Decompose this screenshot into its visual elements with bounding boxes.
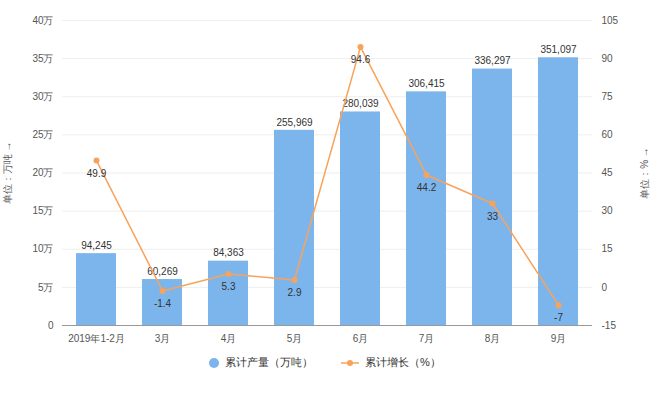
svg-text:4月: 4月 xyxy=(221,333,237,344)
svg-text:单位：% →: 单位：% → xyxy=(639,147,650,199)
svg-text:30: 30 xyxy=(602,205,614,216)
svg-text:35万: 35万 xyxy=(32,53,53,64)
svg-text:45: 45 xyxy=(602,167,614,178)
svg-text:351,097: 351,097 xyxy=(540,44,577,55)
svg-text:94,245: 94,245 xyxy=(81,240,112,251)
html-text:累计产量（万吨）: 累计产量（万吨） xyxy=(225,356,314,368)
svg-text:5.3: 5.3 xyxy=(222,281,236,292)
svg-text:15万: 15万 xyxy=(32,205,53,216)
svg-text:49.9: 49.9 xyxy=(87,168,107,179)
svg-text:0: 0 xyxy=(48,320,54,331)
svg-text:单位：万吨 →: 单位：万吨 → xyxy=(2,142,13,205)
svg-text:75: 75 xyxy=(602,91,614,102)
svg-text:5月: 5月 xyxy=(287,333,303,344)
svg-text:280,039: 280,039 xyxy=(342,98,379,109)
svg-text:30万: 30万 xyxy=(32,91,53,102)
svg-text:10万: 10万 xyxy=(32,243,53,254)
svg-text:33: 33 xyxy=(487,211,499,222)
svg-text:0: 0 xyxy=(602,282,608,293)
svg-text:3月: 3月 xyxy=(155,333,171,344)
svg-text:40万: 40万 xyxy=(32,15,53,26)
svg-text:7月: 7月 xyxy=(419,333,435,344)
svg-text:336,297: 336,297 xyxy=(474,55,511,66)
svg-text:8月: 8月 xyxy=(485,333,501,344)
svg-text:306,415: 306,415 xyxy=(408,78,445,89)
svg-text:2019年1-2月: 2019年1-2月 xyxy=(68,333,125,344)
svg-text:255,969: 255,969 xyxy=(276,117,313,128)
svg-text:6月: 6月 xyxy=(353,333,369,344)
svg-text:60,269: 60,269 xyxy=(147,265,178,277)
svg-text:90: 90 xyxy=(602,53,614,64)
svg-text:25万: 25万 xyxy=(32,129,53,140)
svg-text:2.9: 2.9 xyxy=(288,287,302,298)
svg-text:44.2: 44.2 xyxy=(417,182,437,193)
svg-text:94.6: 94.6 xyxy=(351,54,371,65)
html-text:累计增长（%）: 累计增长（%） xyxy=(365,356,441,368)
svg-text:9月: 9月 xyxy=(551,333,567,344)
svg-text:60: 60 xyxy=(602,129,614,140)
svg-text:-15: -15 xyxy=(602,320,617,331)
svg-text:-1.4: -1.4 xyxy=(154,298,172,309)
svg-text:15: 15 xyxy=(602,243,614,254)
svg-text:-7: -7 xyxy=(554,312,563,323)
svg-text:84,363: 84,363 xyxy=(213,247,244,258)
svg-text:5万: 5万 xyxy=(38,282,54,293)
svg-text:105: 105 xyxy=(602,15,619,26)
svg-text:20万: 20万 xyxy=(32,167,53,178)
